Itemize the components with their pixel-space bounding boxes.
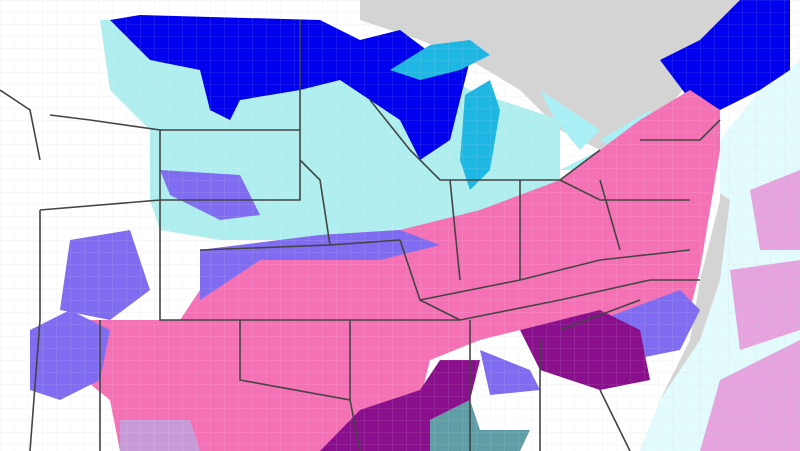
state-borders <box>0 20 721 451</box>
